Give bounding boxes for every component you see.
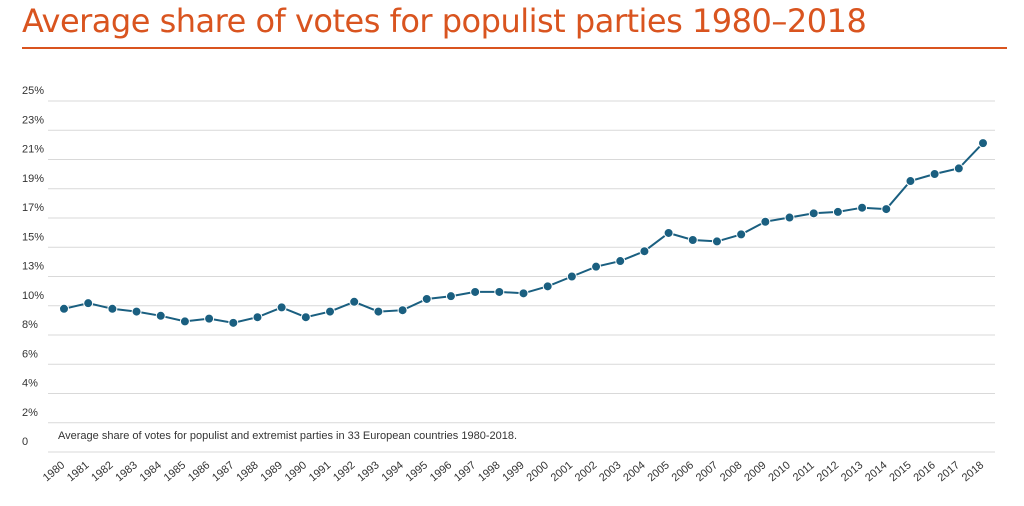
y-tick-label: 25% bbox=[22, 85, 44, 97]
x-tick-label: 2006 bbox=[670, 459, 696, 484]
y-tick-label: 0 bbox=[22, 436, 28, 448]
data-point bbox=[83, 298, 94, 309]
y-tick-label: 6% bbox=[22, 348, 38, 360]
x-tick-label: 2011 bbox=[791, 460, 817, 484]
x-tick-label: 1980 bbox=[41, 459, 67, 484]
data-point bbox=[204, 313, 215, 324]
x-tick-label: 1991 bbox=[307, 459, 333, 484]
data-point bbox=[639, 246, 650, 257]
x-tick-label: 1981 bbox=[65, 459, 91, 484]
x-tick-label: 2005 bbox=[645, 459, 671, 484]
x-tick-label: 1984 bbox=[138, 459, 164, 484]
data-point bbox=[59, 303, 69, 314]
series bbox=[59, 138, 988, 328]
x-tick-label: 1983 bbox=[113, 459, 139, 484]
data-point bbox=[107, 303, 118, 314]
data-point bbox=[784, 212, 795, 223]
x-tick-label: 2017 bbox=[936, 459, 962, 484]
data-point bbox=[179, 316, 190, 327]
data-point bbox=[929, 169, 940, 180]
x-tick-label: 1997 bbox=[452, 459, 478, 484]
data-point bbox=[591, 261, 602, 272]
x-tick-label: 2018 bbox=[960, 459, 986, 484]
data-point bbox=[736, 229, 747, 240]
x-tick-label: 1995 bbox=[404, 459, 430, 484]
x-tick-label: 2000 bbox=[525, 459, 551, 484]
x-tick-label: 1999 bbox=[500, 459, 526, 484]
data-point bbox=[978, 138, 988, 149]
title-divider bbox=[22, 47, 1007, 49]
data-point bbox=[687, 234, 698, 245]
data-point bbox=[252, 312, 263, 323]
x-tick-label: 1989 bbox=[258, 459, 284, 484]
data-point bbox=[832, 206, 843, 217]
y-tick-label: 23% bbox=[22, 114, 44, 126]
x-tick-label: 1982 bbox=[89, 459, 115, 484]
data-point bbox=[325, 306, 336, 317]
data-point bbox=[494, 286, 505, 297]
data-point bbox=[373, 306, 384, 317]
x-tick-label: 2015 bbox=[887, 459, 913, 484]
data-point bbox=[470, 286, 481, 297]
data-point bbox=[421, 293, 432, 304]
chart-title: Average share of votes for populist part… bbox=[22, 2, 867, 40]
data-point bbox=[663, 227, 674, 238]
x-tick-label: 2009 bbox=[742, 459, 768, 484]
x-tick-label: 2004 bbox=[621, 459, 647, 484]
data-point bbox=[155, 310, 166, 321]
y-tick-label: 13% bbox=[22, 261, 44, 273]
data-point bbox=[276, 302, 287, 313]
data-point bbox=[857, 202, 868, 213]
data-point bbox=[397, 305, 408, 316]
data-point bbox=[518, 288, 529, 299]
data-point bbox=[905, 176, 916, 187]
y-tick-label: 2% bbox=[22, 407, 38, 419]
data-point bbox=[349, 296, 360, 307]
x-tick-label: 2010 bbox=[766, 459, 792, 484]
x-tick-label: 2002 bbox=[573, 459, 599, 484]
x-tick-label: 2003 bbox=[597, 459, 623, 484]
y-tick-label: 21% bbox=[22, 144, 44, 156]
data-point bbox=[760, 216, 771, 227]
data-point bbox=[300, 312, 311, 323]
data-point bbox=[542, 281, 553, 292]
data-point bbox=[881, 204, 892, 215]
x-tick-label: 2013 bbox=[839, 459, 865, 484]
data-point bbox=[808, 208, 819, 219]
x-tick-label: 2014 bbox=[863, 459, 889, 484]
data-point bbox=[566, 271, 577, 282]
y-tick-label: 19% bbox=[22, 173, 44, 185]
data-point bbox=[711, 236, 722, 247]
x-tick-label: 1992 bbox=[331, 459, 357, 484]
x-tick-label: 1993 bbox=[355, 459, 381, 484]
x-tick-label: 1985 bbox=[162, 459, 188, 484]
gridlines bbox=[48, 100, 995, 453]
x-tick-label: 1996 bbox=[428, 459, 454, 484]
data-point bbox=[131, 306, 142, 317]
y-axis-ticks: 0 2% 4% 6% 8% 10% 13% 15% 17% 19% 21% 23% 25% bbox=[22, 85, 44, 448]
x-tick-label: 2012 bbox=[815, 459, 841, 484]
y-tick-label: 4% bbox=[22, 378, 38, 390]
data-point bbox=[228, 317, 239, 328]
chart-annotation: Average share of votes for populist and … bbox=[58, 430, 517, 442]
x-tick-label: 2016 bbox=[911, 459, 937, 484]
y-tick-label: 10% bbox=[22, 290, 44, 302]
x-tick-label: 2001 bbox=[549, 459, 575, 484]
x-tick-label: 1994 bbox=[379, 459, 405, 484]
x-tick-label: 1987 bbox=[210, 459, 236, 484]
data-point bbox=[445, 291, 456, 302]
x-tick-label: 1986 bbox=[186, 459, 212, 484]
data-point bbox=[615, 256, 626, 267]
x-tick-label: 1990 bbox=[283, 459, 309, 484]
x-tick-label: 2007 bbox=[694, 459, 720, 484]
y-tick-label: 17% bbox=[22, 202, 44, 214]
x-tick-label: 1988 bbox=[234, 459, 260, 484]
data-point bbox=[953, 163, 964, 174]
x-tick-label: 2008 bbox=[718, 459, 744, 484]
y-tick-label: 15% bbox=[22, 231, 44, 243]
x-tick-label: 1998 bbox=[476, 459, 502, 484]
x-axis-ticks: 1980198119821983198419851986198719881989… bbox=[41, 459, 986, 484]
y-tick-label: 8% bbox=[22, 319, 38, 331]
